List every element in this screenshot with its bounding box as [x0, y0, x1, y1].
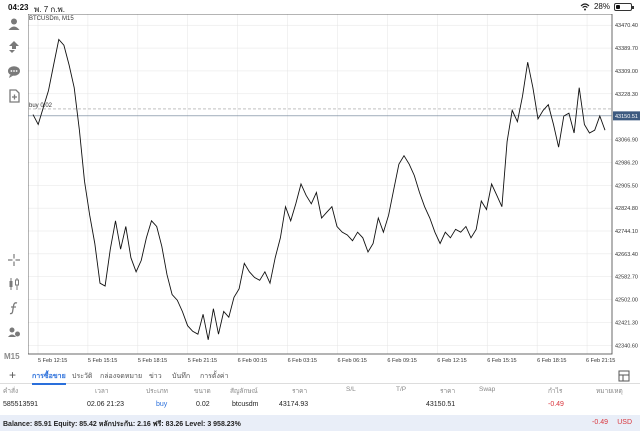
- order-profit: -0.49: [548, 401, 564, 408]
- x-tick-label: 6 Feb 09:15: [387, 358, 416, 364]
- battery-percent: 28%: [593, 2, 610, 11]
- tab-journal[interactable]: บันทึก: [172, 373, 191, 380]
- chart-svg[interactable]: 42340.60 42421.30 42502.00 42582.70 42663.40…: [28, 14, 640, 366]
- x-tick-label: 5 Feb 15:15: [88, 358, 117, 364]
- header-tp: T/P: [396, 386, 407, 393]
- x-tick-label: 5 Feb 12:15: [38, 358, 67, 364]
- function-icon[interactable]: [6, 300, 22, 316]
- y-tick-label: 42986.20: [615, 160, 638, 166]
- account-icon[interactable]: [6, 16, 22, 32]
- x-tick-label: 6 Feb 00:15: [238, 358, 267, 364]
- total-profit: -0.49: [592, 419, 608, 426]
- order-id: 585513591: [3, 401, 39, 408]
- x-tick-label: 6 Feb 21:15: [586, 358, 615, 364]
- tab-settings[interactable]: การตั้งค่า: [200, 373, 229, 380]
- add-tab-button[interactable]: +: [9, 368, 17, 382]
- header-size: ขนาด: [194, 388, 211, 395]
- y-tick-label: 42502.00: [615, 298, 638, 304]
- y-tick-label: 42744.10: [615, 229, 638, 235]
- trade-icon[interactable]: [6, 39, 22, 55]
- header-price: ราคา: [440, 388, 456, 395]
- status-time: 04:23: [8, 3, 29, 12]
- tab-trade[interactable]: การซื้อขาย: [32, 371, 66, 385]
- x-tick-label: 5 Feb 18:15: [138, 358, 167, 364]
- header-open-price: ราคา: [292, 388, 308, 395]
- wifi-icon: [580, 2, 590, 10]
- y-tick-label: 42340.60: [615, 343, 638, 349]
- current-price-tag-text: 43150.51: [615, 114, 638, 120]
- status-right: 28%: [580, 2, 634, 11]
- order-symbol: btcusdm: [232, 401, 259, 408]
- x-tick-label: 6 Feb 06:15: [337, 358, 366, 364]
- x-tick-label: 6 Feb 03:15: [288, 358, 317, 364]
- header-time: เวลา: [95, 388, 109, 395]
- status-bar: 04:23 พ. 7 ก.พ. 28%: [0, 0, 640, 14]
- tab-news[interactable]: ข่าว: [149, 373, 162, 380]
- plot-frame: [28, 14, 613, 355]
- order-current-price: 43150.51: [426, 401, 456, 408]
- y-tick-label: 42905.50: [615, 183, 638, 189]
- balance-summary: Balance: 85.91 Equity: 85.42 หลักประกัน:…: [3, 421, 241, 428]
- order-size: 0.02: [196, 401, 210, 408]
- header-comment: หมายเหตุ: [596, 388, 623, 395]
- header-type: ประเภท: [146, 388, 168, 395]
- y-tick-label: 43309.00: [615, 69, 638, 75]
- price-chart[interactable]: 42340.60 42421.30 42502.00 42582.70 42663.40…: [28, 14, 640, 366]
- tab-mailbox[interactable]: กล่องจดหมาย: [100, 373, 143, 380]
- y-tick-label: 43066.90: [615, 138, 638, 144]
- crosshair-icon[interactable]: [6, 252, 22, 268]
- new-order-icon[interactable]: [6, 88, 22, 104]
- header-order: คำสั่ง: [3, 388, 19, 395]
- table-row[interactable]: 585513591 02.06 21:23 buy 0.02 btcusdm 4…: [0, 401, 640, 415]
- objects-icon[interactable]: [6, 324, 22, 340]
- tab-history[interactable]: ประวัติ: [72, 373, 93, 380]
- x-axis: 5 Feb 12:15 5 Feb 15:15 5 Feb 18:15 5 Feb 2…: [38, 358, 615, 364]
- price-series-line: [32, 38, 606, 340]
- balance-bar: Balance: 85.91 Equity: 85.42 หลักประกัน:…: [0, 415, 640, 431]
- header-profit: กำไร: [548, 388, 563, 395]
- left-toolbar: M15: [0, 14, 28, 366]
- trade-label: buy 0.02: [29, 103, 53, 109]
- chart-grid: [28, 14, 612, 354]
- y-tick-label: 42663.40: [615, 252, 638, 258]
- status-date: พ. 7 ก.พ.: [34, 5, 65, 14]
- y-tick-label: 43389.70: [615, 46, 638, 52]
- chat-icon[interactable]: [6, 64, 22, 80]
- x-tick-label: 5 Feb 21:15: [188, 358, 217, 364]
- y-tick-label: 43228.30: [615, 92, 638, 98]
- header-swap: Swap: [479, 386, 496, 393]
- header-symbol: สัญลักษณ์: [230, 388, 258, 395]
- profit-currency: USD: [617, 419, 632, 426]
- x-tick-label: 6 Feb 15:15: [487, 358, 516, 364]
- battery-icon: [614, 2, 634, 11]
- y-axis: 42340.60 42421.30 42502.00 42582.70 42663.40…: [615, 23, 638, 349]
- x-tick-label: 6 Feb 18:15: [537, 358, 566, 364]
- orders-table-header: คำสั่ง เวลา ประเภท ขนาด สัญลักษณ์ ราคา S…: [0, 386, 640, 398]
- header-sl: S/L: [346, 386, 356, 393]
- terminal-tabs: + การซื้อขาย ประวัติ กล่องจดหมาย ข่าว บั…: [0, 368, 640, 385]
- x-tick-label: 6 Feb 12:15: [437, 358, 466, 364]
- order-type: buy: [156, 401, 168, 408]
- candles-icon[interactable]: [6, 276, 22, 292]
- layout-icon[interactable]: [618, 370, 630, 382]
- chart-title: BTCUSDm, M15: [29, 16, 74, 22]
- timeframe-label[interactable]: M15: [4, 352, 20, 361]
- y-tick-label: 42824.80: [615, 206, 638, 212]
- order-time: 02.06 21:23: [87, 401, 124, 408]
- y-tick-label: 42421.30: [615, 320, 638, 326]
- y-tick-label: 42582.70: [615, 275, 638, 281]
- current-price-tag: 43150.51: [613, 111, 640, 121]
- y-tick-label: 43470.40: [615, 23, 638, 29]
- order-open-price: 43174.93: [279, 401, 309, 408]
